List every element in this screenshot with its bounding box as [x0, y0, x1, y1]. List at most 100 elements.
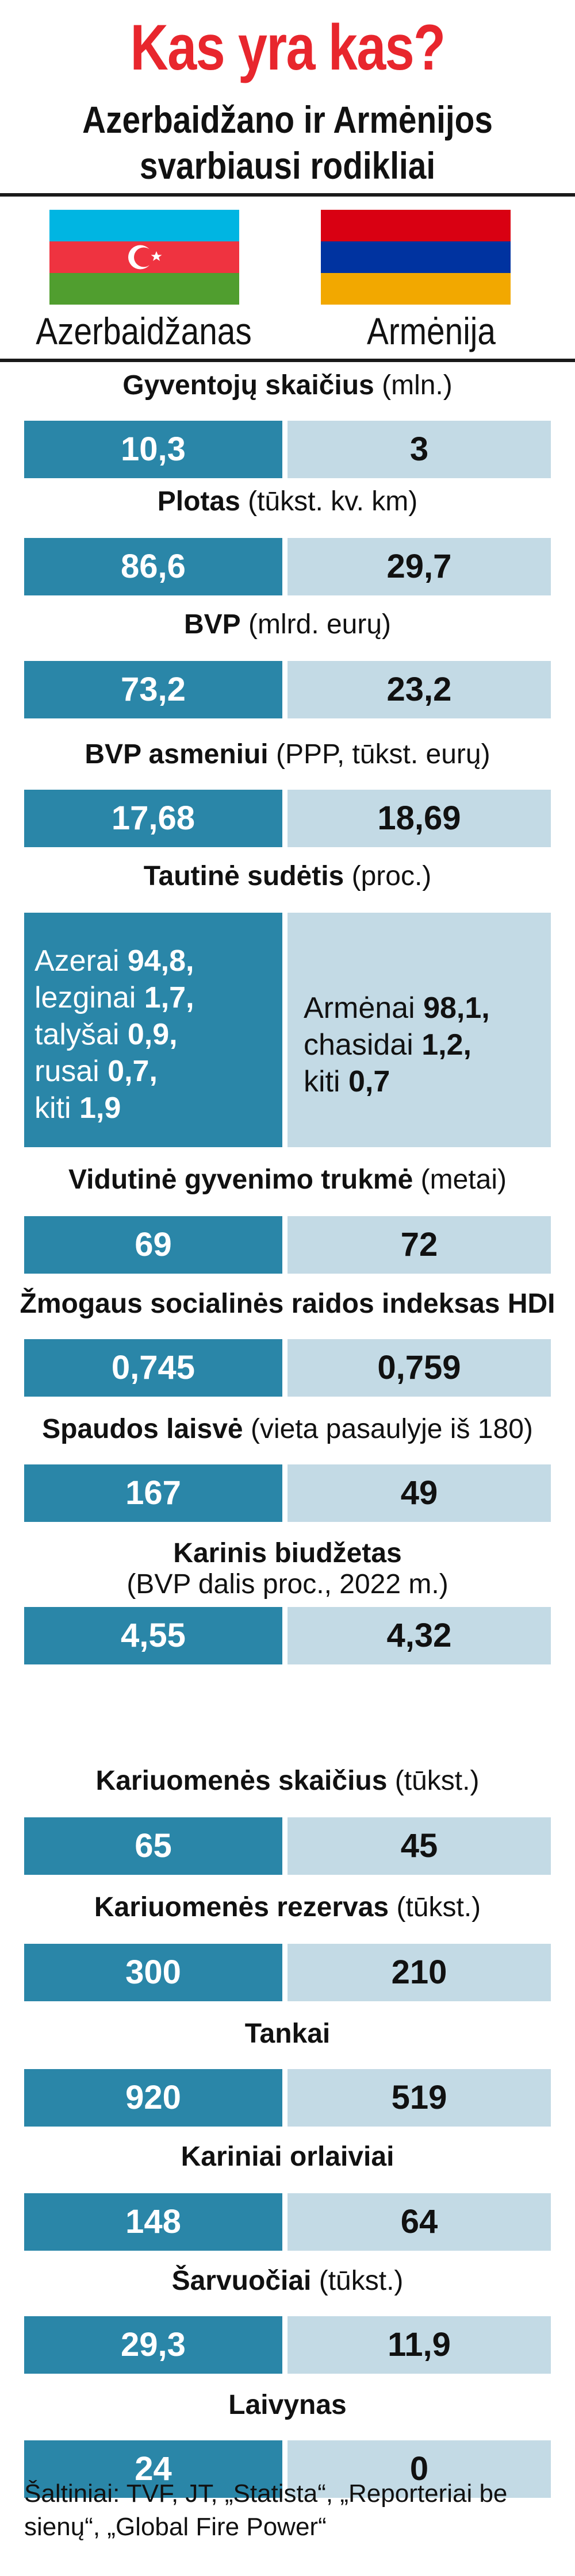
ethnic-item: kiti 0,7	[304, 1065, 390, 1098]
ethnic-value: 0,7	[348, 1065, 390, 1098]
row-label: Plotas	[157, 486, 240, 517]
value-azerbaijan: 167	[125, 1474, 181, 1512]
value-azerbaijan: 24	[135, 2450, 172, 2487]
subtitle-line-1: Azerbaidžano ir Armėnijos	[82, 98, 493, 141]
ethnic-value: 0,9,	[127, 1018, 178, 1051]
bar-armenia: 18,69	[288, 790, 551, 847]
bar-azerbaijan: 73,2	[24, 661, 282, 718]
row-heading: Kariuomenės skaičius (tūkst.)	[0, 1764, 575, 1798]
row-label: Vidutinė gyvenimo trukmė	[68, 1164, 413, 1195]
bar-azerbaijan: 29,3	[24, 2316, 282, 2374]
bar-armenia: 45	[288, 1817, 551, 1875]
row-heading: Kariuomenės rezervas (tūkst.)	[0, 1891, 575, 1924]
row-label: Karinis biudžetas	[173, 1538, 402, 1568]
ethnic-list-azerbaijan: Azerai 94,8, lezginai 1,7, talyšai 0,9, rus…	[34, 943, 194, 1126]
value-armenia: 0,759	[377, 1349, 461, 1386]
value-azerbaijan: 148	[125, 2203, 181, 2240]
bar-armenia: 11,9	[288, 2316, 551, 2374]
bar-azerbaijan: 69	[24, 1216, 282, 1274]
value-azerbaijan: 65	[135, 1827, 172, 1864]
ethnic-box-azerbaijan	[24, 913, 282, 1147]
bar-azerbaijan: 4,55	[24, 1607, 282, 1664]
bar-armenia: 4,32	[288, 1607, 551, 1664]
page-title: Kas yra kas?	[130, 11, 446, 83]
value-armenia: 18,69	[377, 799, 461, 837]
row-unit: (vieta pasaulyje iš 180)	[250, 1414, 533, 1444]
bar-azerbaijan: 920	[24, 2069, 282, 2127]
row-heading: Gyventojų skaičius (mln.)	[0, 369, 575, 402]
country-label-azerbaijan: Azerbaidžanas	[36, 310, 252, 352]
value-armenia: 45	[400, 1827, 438, 1864]
top-rule	[0, 193, 575, 197]
ethnic-item: rusai 0,7,	[34, 1055, 158, 1088]
subtitle-line-2: svarbiausi rodikliai	[139, 144, 436, 187]
bar-armenia: 23,2	[288, 661, 551, 718]
ethnic-value: 1,2,	[421, 1028, 471, 1062]
row-unit: (BVP dalis proc., 2022 m.)	[126, 1569, 448, 1600]
value-armenia: 0	[409, 2450, 429, 2487]
azerbaijan-flag-icon	[49, 210, 239, 305]
bar-armenia: 0,759	[288, 1339, 551, 1397]
row-heading: Žmogaus socialinės raidos indeksas HDI	[0, 1287, 575, 1321]
armenia-flag-icon	[321, 210, 511, 305]
row-heading: Tautinė sudėtis (proc.)	[0, 860, 575, 893]
bar-armenia: 3	[288, 421, 551, 478]
row-label: BVP asmeniui	[85, 739, 269, 770]
bar-armenia: 210	[288, 1944, 551, 2001]
row-label: Spaudos laisvė	[42, 1414, 243, 1444]
ethnic-item: kiti 1,9	[34, 1091, 121, 1125]
row-heading: Karinis biudžetas	[0, 1537, 575, 1570]
value-azerbaijan: 10,3	[121, 430, 186, 468]
ethnic-value: 1,9	[79, 1091, 121, 1125]
bar-armenia: 64	[288, 2193, 551, 2251]
row-unit: (tūkst.)	[319, 2266, 404, 2296]
bar-armenia: 0	[288, 2440, 551, 2498]
value-armenia: 64	[400, 2203, 438, 2240]
ethnic-box-armenia	[288, 913, 551, 1147]
row-heading: Plotas (tūkst. kv. km)	[0, 485, 575, 518]
row-label: Tautinė sudėtis	[143, 861, 344, 891]
value-azerbaijan: 69	[135, 1226, 172, 1263]
row-unit: (tūkst. kv. km)	[248, 486, 418, 517]
bar-azerbaijan: 0,745	[24, 1339, 282, 1397]
value-azerbaijan: 4,55	[121, 1617, 186, 1654]
value-azerbaijan: 86,6	[121, 548, 186, 585]
value-armenia: 4,32	[386, 1617, 452, 1654]
ethnic-item: lezginai 1,7,	[34, 981, 194, 1014]
bar-azerbaijan: 65	[24, 1817, 282, 1875]
bar-azerbaijan: 148	[24, 2193, 282, 2251]
ethnic-value: 94,8,	[127, 944, 194, 978]
bar-armenia: 519	[288, 2069, 551, 2127]
row-unit: (PPP, tūkst. eurų)	[275, 739, 490, 770]
country-label-armenia: Armėnija	[367, 310, 496, 352]
ethnic-value: 0,7,	[108, 1055, 158, 1088]
value-armenia: 11,9	[388, 2326, 451, 2363]
value-armenia: 3	[409, 430, 429, 468]
value-armenia: 519	[391, 2079, 447, 2116]
row-label: Kariuomenės skaičius	[95, 1766, 388, 1796]
ethnic-item: Azerai 94,8,	[34, 944, 194, 978]
value-azerbaijan: 300	[125, 1954, 181, 1991]
row-unit: (mlrd. eurų)	[248, 609, 392, 640]
value-armenia: 72	[400, 1226, 438, 1263]
row-label: Šarvuočiai	[171, 2266, 312, 2296]
row-label: Žmogaus socialinės raidos indeksas HDI	[20, 1289, 555, 1319]
value-azerbaijan: 29,3	[121, 2326, 186, 2363]
ethnic-item: Armėnai 98,1,	[304, 991, 490, 1025]
value-azerbaijan: 17,68	[111, 799, 195, 837]
ethnic-value: 98,1,	[423, 991, 490, 1025]
row-heading: Spaudos laisvė (vieta pasaulyje iš 180)	[0, 1413, 575, 1446]
row-heading: Laivynas	[0, 2389, 575, 2422]
value-armenia: 49	[400, 1474, 438, 1512]
bar-azerbaijan: 17,68	[24, 790, 282, 847]
bar-armenia: 29,7	[288, 538, 551, 595]
row-unit: (metai)	[420, 1164, 507, 1195]
ethnic-item: talyšai 0,9,	[34, 1018, 178, 1051]
row-label: Gyventojų skaičius	[122, 370, 374, 401]
ethnic-value: 1,7,	[144, 981, 194, 1014]
row-label: Kariniai orlaiviai	[181, 2141, 394, 2172]
row-label: BVP	[183, 609, 241, 640]
row-heading: BVP asmeniui (PPP, tūkst. eurų)	[0, 738, 575, 771]
value-armenia: 23,2	[386, 671, 452, 708]
row-label: Tankai	[244, 2018, 331, 2049]
